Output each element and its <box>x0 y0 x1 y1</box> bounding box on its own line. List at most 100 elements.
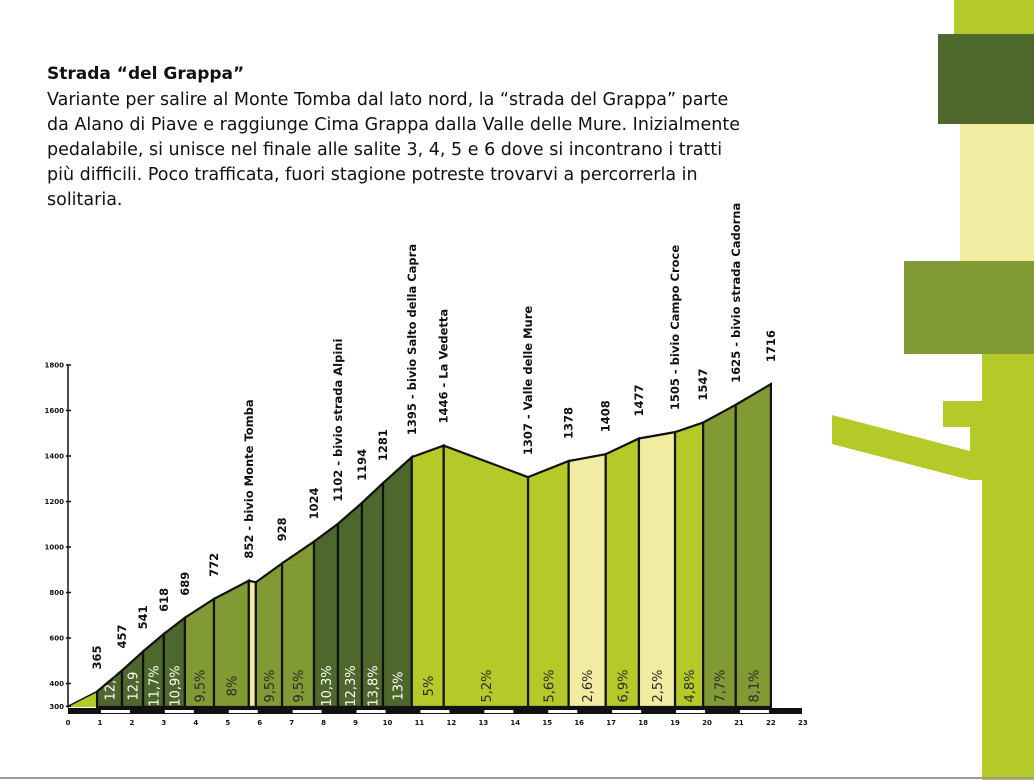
profile-line <box>67 383 772 707</box>
route-description: Variante per salire al Monte Tomba dal l… <box>47 90 740 210</box>
y-tick-label: 600 <box>49 635 64 643</box>
grade-label: 13,8% <box>366 665 381 706</box>
distance-bar-segment <box>484 710 514 713</box>
x-tick-label: 20 <box>702 719 712 727</box>
x-tick-label: 19 <box>670 719 680 727</box>
grade-label: 13% <box>391 672 406 701</box>
profile-segment <box>673 421 705 709</box>
page-bottom-border <box>0 777 1034 779</box>
decor-block-lime-top <box>954 0 1034 35</box>
x-tick-label: 11 <box>415 719 425 727</box>
x-tick-label: 3 <box>161 719 166 727</box>
elevation-label: 618 <box>157 588 171 612</box>
x-tick-label: 4 <box>193 719 198 727</box>
grade-label: 11,7% <box>147 665 162 706</box>
grade-label: 5% <box>422 676 437 697</box>
elevation-label: 1446 - La Vedetta <box>437 309 451 424</box>
grade-label: 8,1% <box>747 669 762 702</box>
y-tick-label: 400 <box>49 680 64 688</box>
profile-segment <box>567 452 607 709</box>
distance-bar-segment <box>420 710 450 713</box>
y-tick-label: 800 <box>49 589 64 597</box>
elevation-label: 689 <box>178 572 192 596</box>
x-tick-label: 21 <box>734 719 744 727</box>
profile-segment <box>604 436 641 709</box>
grade-label: 2,5% <box>651 669 666 702</box>
elevation-label: 541 <box>136 605 150 629</box>
y-tick-label: 300 <box>49 703 64 711</box>
elevation-label: 1307 - Valle delle Mure <box>521 306 535 456</box>
x-tick-label: 1 <box>98 719 103 727</box>
grade-label: 2,6% <box>581 669 596 702</box>
grade-label: 6,9% <box>616 669 631 702</box>
elevation-label: 1547 <box>696 369 710 401</box>
grade-label: 9,5% <box>193 669 208 702</box>
x-tick-label: 7 <box>289 719 294 727</box>
y-tick-label: 1800 <box>45 362 65 370</box>
elevation-label: 1477 <box>632 384 646 416</box>
x-tick-label: 17 <box>606 719 616 727</box>
x-tick-label: 18 <box>638 719 648 727</box>
grade-label: 4,8% <box>683 669 698 702</box>
decor-block-cream <box>960 124 1034 261</box>
distance-bar-segment <box>228 710 258 713</box>
elevation-label: 928 <box>275 517 289 541</box>
y-tick-label: 1400 <box>45 453 65 461</box>
profile-segment <box>381 454 413 709</box>
grade-label: 7,7% <box>713 669 728 702</box>
elevation-label: 772 <box>207 553 221 577</box>
profile-segment <box>734 382 773 709</box>
distance-bar-segment <box>100 710 130 713</box>
x-tick-label: 9 <box>353 719 358 727</box>
grade-label: 9,5% <box>292 669 307 702</box>
grade-label: 10,9% <box>168 665 183 706</box>
distance-bar-segment <box>676 710 706 713</box>
grade-label: 10,3% <box>320 665 335 706</box>
elevation-label: 1194 <box>355 449 369 481</box>
profile-segment <box>410 443 445 709</box>
distance-bar-segment <box>739 710 769 713</box>
distance-bar-segment <box>164 710 194 713</box>
elevation-label: 457 <box>115 625 129 649</box>
route-title: Strada “del Grappa” <box>47 64 245 84</box>
x-tick-label: 5 <box>225 719 230 727</box>
decor-block-dark <box>938 34 1034 124</box>
distance-bar-segment <box>292 710 322 713</box>
elevation-label: 1395 - bivio Salto della Capra <box>405 244 419 435</box>
x-tick-label: 10 <box>383 719 393 727</box>
elevation-label: 1378 <box>562 407 576 439</box>
x-tick-label: 6 <box>257 719 262 727</box>
grade-label: 5,6% <box>542 669 557 702</box>
grade-label: 12,1 <box>104 672 119 701</box>
grade-label: 8% <box>225 676 240 697</box>
x-tick-label: 0 <box>66 719 71 727</box>
x-tick-label: 23 <box>798 719 808 727</box>
distance-bar-segment <box>356 710 386 713</box>
elevation-label: 852 - bivio Monte Tomba <box>242 399 256 558</box>
elevation-label: 1102 - bivio strada Alpini <box>331 339 345 502</box>
x-tick-label: 13 <box>478 719 488 727</box>
elevation-label: 1505 - bivio Campo Croce <box>668 245 682 410</box>
x-tick-label: 16 <box>574 719 584 727</box>
elevation-label: 1408 <box>599 400 613 432</box>
x-tick-label: 15 <box>542 719 552 727</box>
elevation-label: 1625 - bivio strada Cadorna <box>729 203 743 383</box>
distance-bar-segment <box>548 710 578 713</box>
y-tick-label: 1000 <box>45 544 65 552</box>
x-tick-label: 22 <box>766 719 776 727</box>
y-tick-label: 1200 <box>45 498 65 506</box>
grade-label: 12,9 <box>127 672 142 701</box>
y-tick-label: 1600 <box>45 407 65 415</box>
elevation-label: 365 <box>90 645 104 669</box>
x-tick-label: 8 <box>321 719 326 727</box>
profile-segment <box>637 430 677 709</box>
profile-segment <box>702 402 737 709</box>
grade-label: 12,3% <box>344 665 359 706</box>
decor-block-olive <box>904 261 1034 354</box>
grade-label: 5,2% <box>480 669 495 702</box>
distance-bar-segment <box>612 710 642 713</box>
x-tick-label: 14 <box>510 719 520 727</box>
elevation-label: 1716 <box>764 330 778 362</box>
